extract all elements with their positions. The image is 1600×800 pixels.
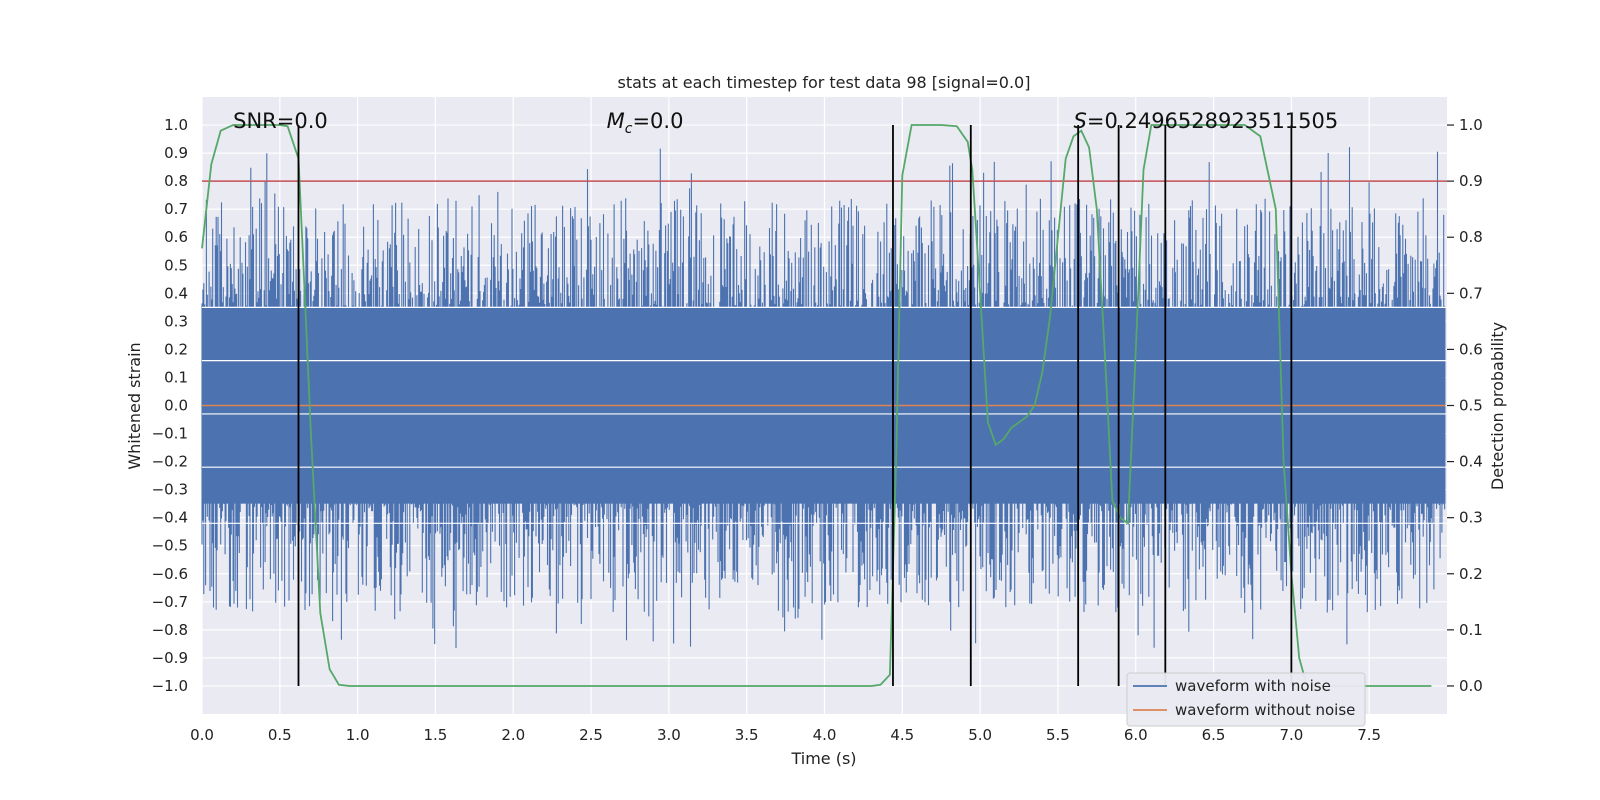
y-tick-label: 0.1 (164, 368, 188, 386)
annotations: SNR=0.0 Mc=0.0 S=0.2496528923511505 (233, 109, 1338, 137)
y-tick-label: −0.8 (152, 621, 188, 639)
x-tick-label: 7.0 (1279, 726, 1303, 744)
x-tick-label: 3.5 (735, 726, 759, 744)
y-tick-label: 0.7 (164, 200, 188, 218)
y-tick-label: −1.0 (152, 677, 188, 695)
x-tick-label: 1.0 (346, 726, 370, 744)
y-tick-label: −0.3 (152, 481, 188, 499)
y-tick-label: −0.1 (152, 425, 188, 443)
y2-tick-label: 0.6 (1459, 340, 1483, 358)
legend-label-clean: waveform without noise (1175, 701, 1355, 719)
x-tick-label: 5.5 (1046, 726, 1070, 744)
annotation-1: Mc=0.0 (607, 109, 684, 137)
y2-tick-label: 0.8 (1459, 228, 1483, 246)
y-tick-label: 0.3 (164, 312, 188, 330)
x-tick-label: 0.0 (190, 726, 214, 744)
x-tick-label: 6.5 (1202, 726, 1226, 744)
y2-ticks: 1.0 0.9 0.8 0.7 0.6 0.5 0.4 0.3 0.2 0.1 0.0 (1447, 116, 1483, 695)
detection-probability-line (201, 124, 1432, 687)
annotation-2: S=0.2496528923511505 (1074, 109, 1339, 133)
y-tick-label: −0.6 (152, 565, 188, 583)
vertical-markers (297, 125, 1293, 686)
y2-tick-label: 0.1 (1459, 621, 1483, 639)
y2-tick-label: 0.5 (1459, 397, 1483, 415)
x-axis-label: Time (s) (790, 749, 856, 768)
y2-tick-label: 0.4 (1459, 453, 1483, 471)
x-tick-label: 1.5 (424, 726, 448, 744)
y-ticks: 1.0 0.9 0.8 0.7 0.6 0.5 0.4 0.3 0.2 0.1 0.0 −0.1 −0.… (152, 116, 188, 695)
x-tick-label: 7.5 (1357, 726, 1381, 744)
y-axis-label: Whitened strain (125, 342, 144, 469)
legend-label-noise: waveform with noise (1175, 677, 1331, 695)
x-tick-label: 3.0 (657, 726, 681, 744)
y2-axis-label: Detection probability (1488, 322, 1507, 490)
y-tick-label: −0.7 (152, 593, 188, 611)
x-tick-label: 4.0 (813, 726, 837, 744)
y-tick-label: −0.4 (152, 509, 188, 527)
y-tick-label: 0.6 (164, 228, 188, 246)
y-tick-label: −0.9 (152, 649, 188, 667)
chart-title: stats at each timestep for test data 98 … (618, 73, 1031, 92)
y2-tick-label: 0.0 (1459, 677, 1483, 695)
x-tick-label: 0.5 (268, 726, 292, 744)
y2-tick-label: 0.9 (1459, 172, 1483, 190)
y-tick-label: −0.5 (152, 537, 188, 555)
annotation-0: SNR=0.0 (233, 109, 328, 133)
y-tick-label: 0.8 (164, 172, 188, 190)
legend: waveform with noise waveform without noi… (1126, 672, 1366, 727)
y-tick-label: 0.4 (164, 284, 188, 302)
y2-tick-label: 0.2 (1459, 565, 1483, 583)
y2-tick-label: 0.3 (1459, 509, 1483, 527)
y-tick-label: 1.0 (164, 116, 188, 134)
y-tick-label: 0.9 (164, 144, 188, 162)
white-hlines (202, 306, 1447, 524)
x-tick-label: 2.5 (579, 726, 603, 744)
x-tick-label: 4.5 (890, 726, 914, 744)
y-tick-label: 0.0 (164, 397, 188, 415)
x-ticks: 0.0 0.5 1.0 1.5 2.0 2.5 3.0 3.5 4.0 4.5 5.0 5.5 6.0 6… (190, 726, 1381, 744)
x-tick-label: 2.0 (501, 726, 525, 744)
y2-tick-label: 1.0 (1459, 116, 1483, 134)
y-tick-label: 0.5 (164, 256, 188, 274)
x-tick-label: 5.0 (968, 726, 992, 744)
y-tick-label: 0.2 (164, 340, 188, 358)
x-tick-label: 6.0 (1124, 726, 1148, 744)
y2-tick-label: 0.7 (1459, 284, 1483, 302)
y-tick-label: −0.2 (152, 453, 188, 471)
legend-box (1126, 672, 1366, 727)
